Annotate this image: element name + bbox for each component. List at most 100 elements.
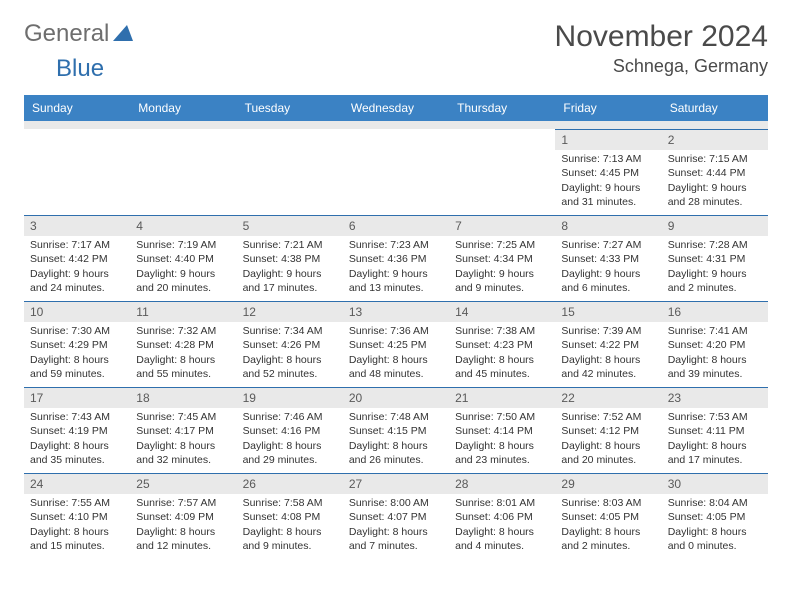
calendar-table: SundayMondayTuesdayWednesdayThursdayFrid… <box>24 95 768 559</box>
day-dl1: Daylight: 9 hours <box>349 267 443 281</box>
day-ss: Sunset: 4:45 PM <box>561 166 655 180</box>
day-cell: 16Sunrise: 7:41 AMSunset: 4:20 PMDayligh… <box>662 301 768 387</box>
day-body: Sunrise: 7:19 AMSunset: 4:40 PMDaylight:… <box>130 236 236 299</box>
day-cell: 8Sunrise: 7:27 AMSunset: 4:33 PMDaylight… <box>555 215 661 301</box>
day-number: 2 <box>662 129 768 150</box>
day-ss: Sunset: 4:40 PM <box>136 252 230 266</box>
day-sr: Sunrise: 7:15 AM <box>668 152 762 166</box>
day-ss: Sunset: 4:26 PM <box>243 338 337 352</box>
logo-text-blue: Blue <box>56 55 104 82</box>
day-dl2: and 17 minutes. <box>668 453 762 467</box>
day-number: 22 <box>555 387 661 408</box>
day-body: Sunrise: 7:57 AMSunset: 4:09 PMDaylight:… <box>130 494 236 557</box>
day-ss: Sunset: 4:22 PM <box>561 338 655 352</box>
day-sr: Sunrise: 7:32 AM <box>136 324 230 338</box>
day-dl2: and 9 minutes. <box>455 281 549 295</box>
day-ss: Sunset: 4:11 PM <box>668 424 762 438</box>
day-number: 27 <box>343 473 449 494</box>
day-dl1: Daylight: 9 hours <box>136 267 230 281</box>
day-dl2: and 2 minutes. <box>561 539 655 553</box>
day-cell: 12Sunrise: 7:34 AMSunset: 4:26 PMDayligh… <box>237 301 343 387</box>
day-cell: 26Sunrise: 7:58 AMSunset: 4:08 PMDayligh… <box>237 473 343 559</box>
day-number: 26 <box>237 473 343 494</box>
day-number: 25 <box>130 473 236 494</box>
day-number: 19 <box>237 387 343 408</box>
day-cell: 28 Sunrise: 8:01 AMSunset: 4:06 PMDayligh… <box>449 473 555 559</box>
day-cell: 6Sunrise: 7:23 AMSunset: 4:36 PMDaylight… <box>343 215 449 301</box>
day-body: Sunrise: 7:50 AMSunset: 4:14 PMDaylight:… <box>449 408 555 471</box>
day-ss: Sunset: 4:29 PM <box>30 338 124 352</box>
day-body: Sunrise: 7:55 AMSunset: 4:10 PMDaylight:… <box>24 494 130 557</box>
day-ss: Sunset: 4:06 PM <box>455 510 549 524</box>
day-dl2: and 20 minutes. <box>136 281 230 295</box>
day-sr: Sunrise: 7:21 AM <box>243 238 337 252</box>
day-cell: 25Sunrise: 7:57 AMSunset: 4:09 PMDayligh… <box>130 473 236 559</box>
day-sr: Sunrise: 7:27 AM <box>561 238 655 252</box>
calendar-head: SundayMondayTuesdayWednesdayThursdayFrid… <box>24 95 768 121</box>
day-ss: Sunset: 4:42 PM <box>30 252 124 266</box>
day-dl1: Daylight: 8 hours <box>136 439 230 453</box>
calendar-body: 1Sunrise: 7:13 AMSunset: 4:45 PMDaylight… <box>24 121 768 559</box>
day-number: 15 <box>555 301 661 322</box>
col-header-saturday: Saturday <box>662 95 768 121</box>
day-dl2: and 45 minutes. <box>455 367 549 381</box>
day-number: 13 <box>343 301 449 322</box>
day-dl1: Daylight: 8 hours <box>455 525 549 539</box>
day-number: 18 <box>130 387 236 408</box>
day-dl2: and 0 minutes. <box>668 539 762 553</box>
day-sr: Sunrise: 7:17 AM <box>30 238 124 252</box>
day-ss: Sunset: 4:15 PM <box>349 424 443 438</box>
day-ss: Sunset: 4:16 PM <box>243 424 337 438</box>
day-ss: Sunset: 4:14 PM <box>455 424 549 438</box>
day-number: 9 <box>662 215 768 236</box>
day-sr: Sunrise: 8:03 AM <box>561 496 655 510</box>
day-sr: Sunrise: 7:34 AM <box>243 324 337 338</box>
day-ss: Sunset: 4:08 PM <box>243 510 337 524</box>
day-ss: Sunset: 4:10 PM <box>30 510 124 524</box>
day-body: Sunrise: 7:48 AMSunset: 4:15 PMDaylight:… <box>343 408 449 471</box>
day-cell <box>237 129 343 215</box>
col-header-sunday: Sunday <box>24 95 130 121</box>
day-ss: Sunset: 4:36 PM <box>349 252 443 266</box>
col-header-tuesday: Tuesday <box>237 95 343 121</box>
day-dl1: Daylight: 8 hours <box>136 353 230 367</box>
day-sr: Sunrise: 8:04 AM <box>668 496 762 510</box>
day-number: 28 <box>449 473 555 494</box>
day-dl1: Daylight: 9 hours <box>561 267 655 281</box>
day-ss: Sunset: 4:20 PM <box>668 338 762 352</box>
day-sr: Sunrise: 7:38 AM <box>455 324 549 338</box>
day-body: Sunrise: 7:27 AMSunset: 4:33 PMDaylight:… <box>555 236 661 299</box>
day-cell: 2Sunrise: 7:15 AMSunset: 4:44 PMDaylight… <box>662 129 768 215</box>
day-ss: Sunset: 4:44 PM <box>668 166 762 180</box>
day-dl1: Daylight: 8 hours <box>561 525 655 539</box>
day-dl1: Daylight: 8 hours <box>668 353 762 367</box>
day-cell: 14Sunrise: 7:38 AMSunset: 4:23 PMDayligh… <box>449 301 555 387</box>
day-sr: Sunrise: 7:30 AM <box>30 324 124 338</box>
day-cell: 20Sunrise: 7:48 AMSunset: 4:15 PMDayligh… <box>343 387 449 473</box>
day-ss: Sunset: 4:12 PM <box>561 424 655 438</box>
month-title: November 2024 <box>555 20 768 54</box>
day-dl1: Daylight: 8 hours <box>349 525 443 539</box>
day-sr: Sunrise: 8:01 AM <box>455 496 549 510</box>
day-sr: Sunrise: 7:45 AM <box>136 410 230 424</box>
day-sr: Sunrise: 7:53 AM <box>668 410 762 424</box>
day-dl2: and 23 minutes. <box>455 453 549 467</box>
day-dl1: Daylight: 8 hours <box>668 439 762 453</box>
day-dl1: Daylight: 8 hours <box>30 353 124 367</box>
day-body: Sunrise: 7:39 AMSunset: 4:22 PMDaylight:… <box>555 322 661 385</box>
day-ss: Sunset: 4:05 PM <box>668 510 762 524</box>
day-cell: 30Sunrise: 8:04 AMSunset: 4:05 PMDayligh… <box>662 473 768 559</box>
day-dl1: Daylight: 9 hours <box>455 267 549 281</box>
day-cell: 11Sunrise: 7:32 AMSunset: 4:28 PMDayligh… <box>130 301 236 387</box>
day-dl1: Daylight: 9 hours <box>561 181 655 195</box>
day-dl2: and 52 minutes. <box>243 367 337 381</box>
day-body: Sunrise: 7:58 AMSunset: 4:08 PMDaylight:… <box>237 494 343 557</box>
day-ss: Sunset: 4:23 PM <box>455 338 549 352</box>
day-ss: Sunset: 4:31 PM <box>668 252 762 266</box>
day-dl1: Daylight: 9 hours <box>243 267 337 281</box>
day-dl1: Daylight: 8 hours <box>136 525 230 539</box>
day-body: Sunrise: 7:36 AMSunset: 4:25 PMDaylight:… <box>343 322 449 385</box>
day-sr: Sunrise: 7:41 AM <box>668 324 762 338</box>
day-dl1: Daylight: 8 hours <box>30 525 124 539</box>
day-cell <box>24 129 130 215</box>
